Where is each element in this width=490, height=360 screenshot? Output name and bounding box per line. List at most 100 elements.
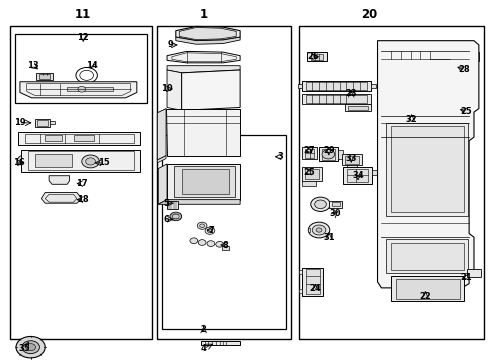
Text: 6: 6	[163, 215, 169, 224]
Text: 17: 17	[76, 179, 88, 188]
Text: 31: 31	[323, 233, 335, 242]
Polygon shape	[221, 246, 229, 249]
Polygon shape	[157, 156, 166, 163]
Polygon shape	[371, 84, 375, 88]
Polygon shape	[347, 169, 368, 182]
Polygon shape	[308, 228, 310, 232]
Polygon shape	[302, 147, 317, 159]
Circle shape	[21, 157, 29, 163]
Bar	[298, 26, 484, 339]
Polygon shape	[298, 289, 302, 293]
Polygon shape	[167, 51, 240, 63]
Polygon shape	[41, 193, 82, 203]
Circle shape	[322, 150, 335, 159]
Polygon shape	[306, 95, 367, 103]
Polygon shape	[338, 150, 343, 159]
Circle shape	[190, 238, 198, 244]
Polygon shape	[391, 276, 464, 301]
Polygon shape	[430, 53, 450, 66]
Circle shape	[82, 155, 99, 168]
Text: 2: 2	[200, 325, 206, 334]
Bar	[162, 135, 287, 329]
Polygon shape	[433, 54, 447, 64]
Circle shape	[207, 229, 212, 233]
Text: 22: 22	[419, 292, 431, 301]
Polygon shape	[391, 126, 464, 212]
Polygon shape	[305, 149, 314, 158]
Polygon shape	[201, 342, 240, 345]
Text: 16: 16	[13, 158, 24, 167]
Polygon shape	[305, 169, 319, 179]
Circle shape	[16, 337, 45, 358]
Circle shape	[311, 197, 330, 211]
Polygon shape	[298, 270, 302, 274]
Polygon shape	[167, 70, 182, 111]
Text: 5: 5	[163, 199, 169, 208]
Polygon shape	[347, 165, 357, 168]
Polygon shape	[377, 41, 479, 288]
Polygon shape	[302, 94, 371, 104]
Text: 11: 11	[75, 9, 91, 22]
Text: 3: 3	[277, 152, 283, 161]
Polygon shape	[166, 109, 240, 156]
Polygon shape	[307, 52, 327, 62]
Text: 19: 19	[14, 118, 25, 127]
Bar	[157, 26, 291, 339]
Polygon shape	[167, 164, 240, 200]
Polygon shape	[297, 84, 302, 88]
Polygon shape	[421, 111, 429, 113]
Circle shape	[308, 222, 330, 238]
Text: 7: 7	[208, 225, 214, 234]
Polygon shape	[311, 54, 323, 60]
Polygon shape	[332, 202, 340, 206]
Polygon shape	[302, 167, 322, 181]
Polygon shape	[302, 181, 316, 186]
Circle shape	[197, 222, 207, 229]
Text: 18: 18	[77, 195, 89, 204]
Circle shape	[207, 241, 215, 247]
Polygon shape	[39, 74, 50, 79]
Polygon shape	[441, 105, 460, 116]
Circle shape	[26, 343, 35, 351]
Circle shape	[86, 158, 96, 165]
Circle shape	[429, 51, 451, 67]
Polygon shape	[174, 166, 235, 197]
Circle shape	[78, 86, 86, 92]
Polygon shape	[167, 202, 178, 209]
Text: 35: 35	[19, 344, 30, 353]
Polygon shape	[402, 109, 421, 118]
Polygon shape	[157, 109, 166, 160]
Polygon shape	[450, 56, 459, 59]
Text: 34: 34	[352, 171, 364, 180]
Polygon shape	[319, 147, 338, 161]
Text: 26: 26	[307, 52, 319, 61]
Polygon shape	[302, 81, 371, 91]
Polygon shape	[36, 73, 52, 80]
Polygon shape	[444, 107, 458, 114]
Polygon shape	[466, 269, 481, 277]
Polygon shape	[49, 176, 70, 184]
Polygon shape	[179, 27, 236, 40]
Text: 33: 33	[345, 154, 357, 163]
Polygon shape	[182, 70, 240, 111]
Text: 30: 30	[329, 210, 341, 219]
Polygon shape	[50, 121, 55, 123]
Polygon shape	[21, 150, 140, 172]
Circle shape	[22, 341, 39, 354]
Circle shape	[18, 155, 32, 166]
Polygon shape	[460, 52, 479, 62]
Text: 25: 25	[303, 168, 315, 177]
Polygon shape	[19, 132, 140, 145]
Polygon shape	[176, 37, 240, 44]
Polygon shape	[343, 154, 362, 165]
Polygon shape	[463, 54, 476, 60]
Polygon shape	[306, 82, 367, 90]
Polygon shape	[158, 164, 167, 204]
Text: 13: 13	[27, 61, 39, 70]
Polygon shape	[167, 66, 240, 73]
Polygon shape	[386, 239, 468, 273]
Text: 28: 28	[459, 66, 470, 75]
Text: 20: 20	[361, 9, 377, 22]
Polygon shape	[37, 120, 48, 126]
Text: 27: 27	[303, 146, 315, 155]
